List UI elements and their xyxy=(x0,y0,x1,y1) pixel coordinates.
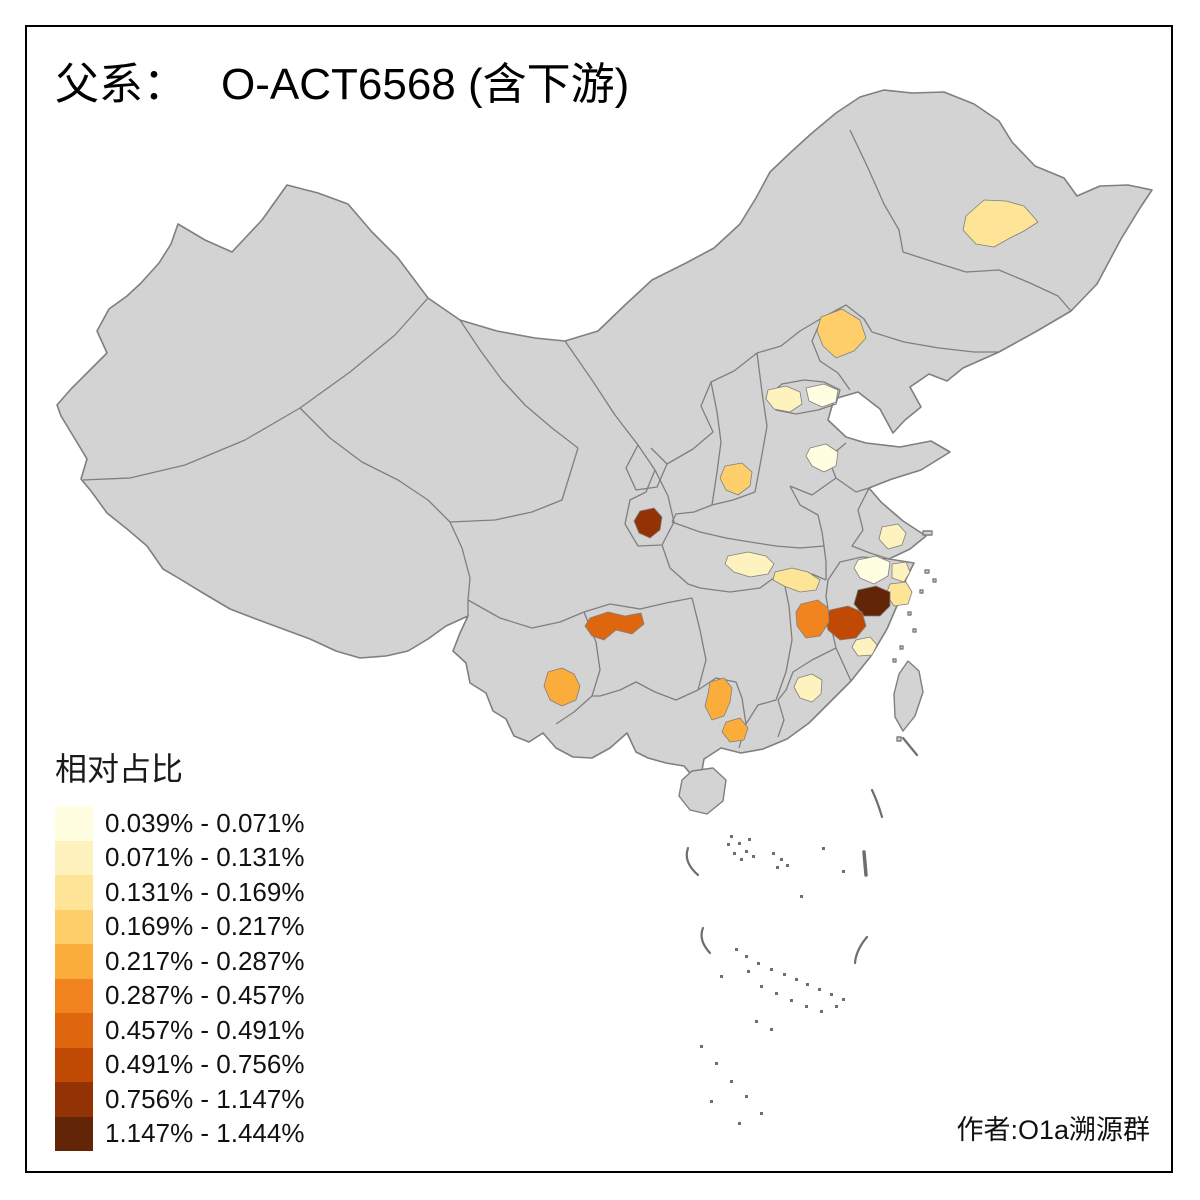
legend-item: 0.491% - 0.756% xyxy=(55,1047,305,1082)
legend-title: 相对占比 xyxy=(55,751,184,787)
mainland-outline xyxy=(56,89,1153,797)
legend-item: 1.147% - 1.444% xyxy=(55,1116,305,1151)
map-region-highlight xyxy=(765,385,803,413)
map-region-highlight xyxy=(805,443,839,473)
map-region-highlight xyxy=(793,673,823,703)
map-region-highlight xyxy=(584,611,645,641)
legend: 相对占比 0.039% - 0.071% 0.071% - 0.131% 0.131… xyxy=(55,744,304,1151)
map-region-highlight xyxy=(851,636,878,657)
legend-color-swatch xyxy=(55,978,93,1013)
legend-range-label: 0.071% - 0.131% xyxy=(105,842,305,873)
title-main: O-ACT6568 (含下游) xyxy=(221,60,630,109)
legend-range-label: 0.131% - 0.169% xyxy=(105,876,305,907)
legend-range-label: 0.756% - 1.147% xyxy=(105,1083,305,1114)
map-region-highlight xyxy=(853,555,891,585)
legend-range-label: 0.039% - 0.071% xyxy=(105,807,305,838)
map-region-highlight xyxy=(633,507,663,539)
legend-color-swatch xyxy=(55,840,93,875)
title-prefix: 父系： xyxy=(55,59,187,110)
legend-rows: 0.039% - 0.071% 0.071% - 0.131% 0.131% - 0… xyxy=(55,806,304,1151)
map-region-highlight xyxy=(816,308,867,359)
map-region-highlight xyxy=(853,585,891,617)
province-borders xyxy=(82,129,1072,749)
map-region-highlight xyxy=(719,462,753,496)
map-region-highlight xyxy=(962,199,1039,248)
hainan-island xyxy=(678,767,727,815)
legend-color-swatch xyxy=(55,806,93,841)
map-region-highlight xyxy=(805,383,839,408)
legend-range-label: 0.491% - 0.756% xyxy=(105,1049,305,1080)
legend-item: 0.131% - 0.169% xyxy=(55,875,304,910)
map-region-highlight xyxy=(878,523,907,550)
map-region-highlight xyxy=(704,677,733,721)
legend-range-label: 0.169% - 0.217% xyxy=(105,911,305,942)
legend-item: 0.169% - 0.217% xyxy=(55,909,305,944)
map-region-highlight xyxy=(721,717,749,743)
sea-boundary-dashes xyxy=(685,736,919,965)
legend-range-label: 0.217% - 0.287% xyxy=(105,945,305,976)
legend-range-label: 0.287% - 0.457% xyxy=(105,980,305,1011)
sea-islets xyxy=(700,835,845,1125)
legend-range-label: 1.147% - 1.444% xyxy=(105,1118,305,1149)
legend-range-label: 0.457% - 0.491% xyxy=(105,1014,305,1045)
map-region-highlight xyxy=(795,599,830,639)
legend-item: 0.217% - 0.287% xyxy=(55,944,304,979)
map-region-highlight xyxy=(891,561,911,583)
taiwan-island xyxy=(893,660,924,732)
legend-color-swatch xyxy=(55,1082,93,1117)
legend-item: 0.039% - 0.071% xyxy=(55,806,304,841)
legend-color-swatch xyxy=(55,944,93,979)
legend-item: 0.756% - 1.147% xyxy=(55,1082,304,1117)
attribution: 作者:O1a溯源群 xyxy=(956,1115,1150,1145)
legend-color-swatch xyxy=(55,875,93,910)
islands xyxy=(678,530,937,815)
page-title: 父系： O-ACT6568 (含下游) xyxy=(55,59,630,111)
map-region-highlight xyxy=(543,667,581,707)
legend-color-swatch xyxy=(55,1116,93,1151)
legend-color-swatch xyxy=(55,1047,93,1082)
legend-item: 0.457% - 0.491% xyxy=(55,1013,304,1048)
legend-color-swatch xyxy=(55,909,93,944)
legend-item: 0.287% - 0.457% xyxy=(55,978,305,1013)
map-region-highlight xyxy=(724,551,775,578)
map-region-highlight xyxy=(772,567,821,593)
legend-color-swatch xyxy=(55,1013,93,1048)
legend-item: 0.071% - 0.131% xyxy=(55,840,305,875)
highlighted-regions xyxy=(543,199,1039,743)
